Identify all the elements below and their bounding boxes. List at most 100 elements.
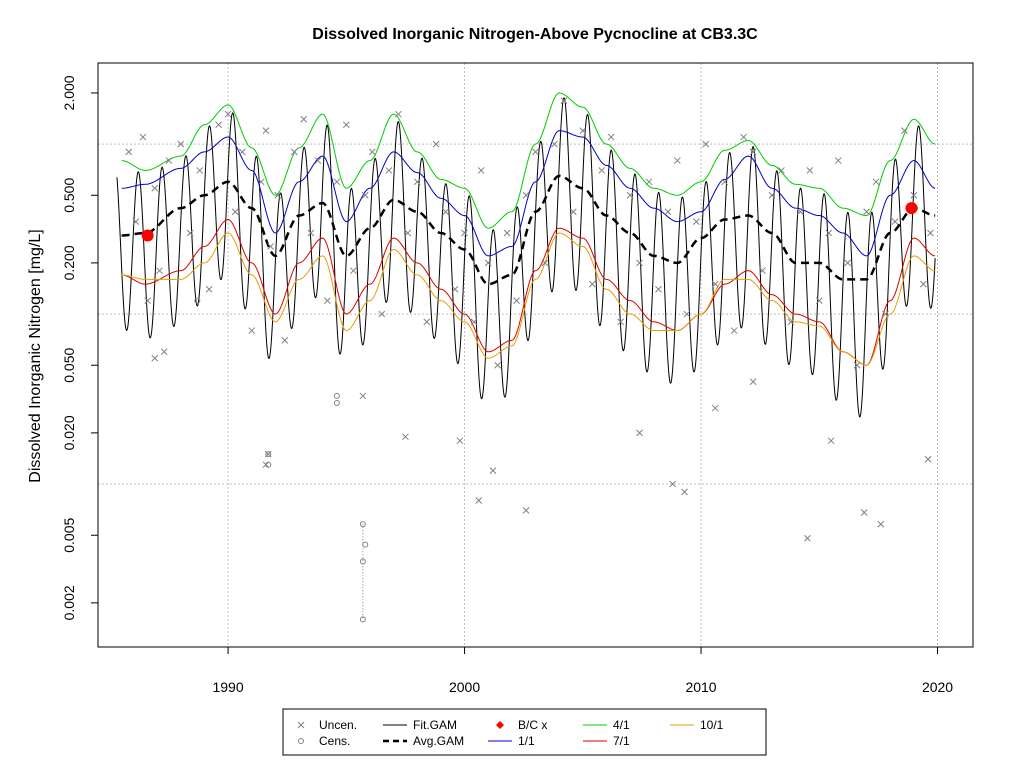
legend: Uncen. Cens. Fit.GAM Avg.GAM B/C x 1/1 4/1 7/1 1… [282, 708, 767, 756]
uncensored-point [702, 140, 710, 148]
censored-point [359, 521, 366, 528]
uncensored-point [139, 133, 147, 141]
uncensored-point [205, 285, 213, 293]
uncensored-point [156, 267, 163, 275]
uncensored-point [919, 280, 927, 288]
uncensored-point [125, 148, 133, 156]
uncensored-point [683, 310, 691, 318]
points-layer [125, 97, 934, 623]
uncensored-point [740, 133, 747, 141]
legend-symbol-censored [298, 738, 304, 744]
uncensored-point [394, 110, 402, 118]
uncensored-point [588, 280, 596, 288]
series-layer [116, 92, 936, 418]
legend-box [282, 708, 767, 756]
x-tick-label: 2020 [922, 679, 953, 695]
uncensored-point [711, 404, 719, 412]
uncensored-point [617, 318, 624, 326]
uncensored-point [385, 167, 393, 174]
legend-label: 10/1 [700, 718, 724, 732]
censored-point [194, 297, 201, 304]
uncensored-point [815, 297, 823, 304]
uncensored-point [797, 208, 804, 216]
uncensored-point [882, 310, 889, 318]
uncensored-point [307, 229, 315, 237]
uncensored-point [551, 140, 558, 148]
legend-label: Avg.GAM [413, 734, 464, 748]
uncensored-point [333, 178, 341, 186]
bc-point [141, 229, 154, 242]
series-1-1-line [121, 130, 936, 257]
uncensored-point [361, 191, 369, 199]
uncensored-point [257, 178, 265, 186]
series-avg-gam-line [121, 174, 936, 286]
uncensored-point [350, 267, 357, 275]
uncensored-point [196, 167, 204, 174]
uncensored-point [872, 178, 880, 186]
uncensored-point [569, 208, 577, 216]
uncensored-point [475, 497, 483, 504]
uncensored-point [442, 208, 449, 216]
uncensored-point [342, 121, 350, 129]
uncensored-point [664, 208, 672, 216]
uncensored-point [692, 218, 700, 225]
uncensored-point [768, 191, 776, 199]
uncensored-point [636, 429, 643, 437]
uncensored-point [834, 157, 842, 164]
x-tick-label: 2010 [685, 679, 716, 695]
censored-point [333, 399, 340, 406]
uncensored-point [432, 140, 440, 148]
uncensored-point [248, 327, 256, 334]
fit-gam-line [116, 97, 936, 418]
y-tick-label: 0.500 [61, 178, 77, 213]
censored-point [362, 541, 369, 548]
uncensored-point [626, 191, 634, 199]
legend-label: 4/1 [613, 718, 630, 732]
series-4-1-line [121, 92, 936, 229]
uncensored-point [489, 467, 497, 474]
uncensored-point [151, 184, 159, 192]
uncensored-point [290, 148, 298, 156]
uncensored-point [655, 285, 662, 293]
uncensored-point [413, 178, 421, 186]
uncensored-point [681, 488, 688, 496]
uncensored-point [541, 259, 549, 267]
uncensored-point [267, 243, 274, 250]
uncensored-point [522, 191, 530, 199]
uncensored-point [844, 259, 852, 267]
uncensored-point [825, 229, 833, 237]
uncensored-point [910, 191, 918, 199]
uncensored-point [451, 285, 459, 293]
uncensored-point [484, 259, 492, 267]
y-axis-label: Dissolved Inorganic Nitrogen [mg/L] [27, 229, 44, 482]
uncensored-point [924, 455, 932, 463]
censored-point [333, 392, 340, 399]
uncensored-point [721, 178, 729, 186]
uncensored-point [674, 157, 681, 164]
uncensored-point [359, 392, 367, 400]
uncensored-point [711, 280, 719, 288]
legend-symbol-bc [496, 721, 504, 729]
y-tick-label: 2.000 [61, 75, 77, 110]
uncensored-point [494, 361, 502, 369]
plot-frame [97, 62, 974, 648]
uncensored-point [224, 110, 232, 118]
uncensored-point [804, 534, 811, 542]
uncensored-point [300, 115, 308, 123]
legend-symbol-uncensored [297, 721, 305, 729]
uncensored-point [901, 127, 908, 134]
uncensored-point [456, 437, 464, 445]
uncensored-point [560, 97, 568, 105]
y-tick-label: 0.020 [61, 415, 77, 450]
uncensored-point [186, 229, 194, 237]
uncensored-point [749, 378, 757, 386]
legend-label: B/C x [518, 718, 547, 732]
y-tick-label: 0.050 [61, 348, 77, 383]
censored-point [359, 616, 366, 623]
uncensored-point [402, 433, 409, 441]
uncensored-point [579, 127, 587, 134]
y-tick-label: 0.002 [61, 585, 77, 620]
uncensored-point [863, 208, 870, 216]
uncensored-point [215, 121, 222, 129]
